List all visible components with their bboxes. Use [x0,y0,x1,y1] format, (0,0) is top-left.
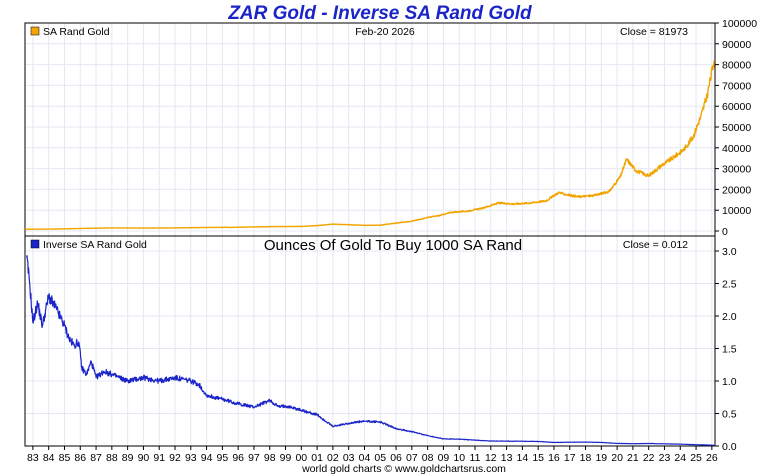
chart-title: ZAR Gold - Inverse SA Rand Gold [227,3,532,24]
bottom-series-line [26,255,715,446]
x-tick-label: 87 [90,452,102,464]
x-tick-label: 14 [517,452,529,464]
y-tick-label: 1.0 [722,376,737,388]
top-date-label: Feb-20 2026 [355,26,415,38]
x-tick-label: 94 [201,452,213,464]
x-tick-label: 84 [43,452,55,464]
x-tick-label: 25 [690,452,702,464]
y-tick-label: 3.0 [722,246,737,258]
y-tick-label: 30000 [722,164,751,176]
footer-credit: world gold charts © www.goldchartsrus.co… [301,463,506,475]
x-tick-label: 92 [169,452,181,464]
x-tick-label: 06 [390,452,402,464]
x-tick-label: 01 [311,452,323,464]
x-tick-label: 85 [59,452,71,464]
y-tick-label: 50000 [722,122,751,134]
x-tick-label: 22 [643,452,655,464]
x-tick-label: 99 [280,452,292,464]
y-tick-label: 60000 [722,101,751,113]
top-series-line [24,60,715,230]
top-panel: SA Rand Gold Feb-20 2026 Close = 81973 0… [24,18,757,238]
x-tick-label: 16 [548,452,560,464]
x-tick-label: 00 [295,452,307,464]
x-tick-label: 08 [422,452,434,464]
x-tick-label: 91 [153,452,165,464]
top-legend-label: SA Rand Gold [43,26,110,38]
top-y-axis: 0 10000 20000 30000 40000 50000 60000 70000 8000… [715,18,757,238]
x-tick-label: 26 [706,452,718,464]
y-tick-label: 70000 [722,80,751,92]
y-tick-label: 10000 [722,205,751,217]
y-tick-label: 2.0 [722,311,737,323]
x-tick-label: 86 [74,452,86,464]
x-tick-label: 20 [611,452,623,464]
x-tick-label: 05 [374,452,386,464]
x-tick-label: 04 [359,452,371,464]
x-tick-label: 93 [185,452,197,464]
top-legend-swatch [30,26,40,36]
top-panel-frame [24,22,716,237]
x-tick-label: 13 [501,452,513,464]
y-tick-label: 0.0 [722,441,737,453]
x-tick-label: 96 [232,452,244,464]
y-tick-label: 0.5 [722,409,737,421]
x-tick-label: 03 [343,452,355,464]
x-tick-label: 15 [532,452,544,464]
bottom-close-label: Close = 0.012 [623,239,688,251]
x-tick-label: 10 [453,452,465,464]
x-tick-label: 83 [27,452,39,464]
x-tick-label: 88 [106,452,118,464]
y-tick-label: 90000 [722,39,751,51]
bottom-panel: Inverse SA Rand Gold Ounces Of Gold To B… [24,235,737,453]
top-grid [25,22,715,236]
x-tick-label: 12 [485,452,497,464]
y-tick-label: 1.5 [722,344,737,356]
x-tick-label: 19 [595,452,607,464]
x-tick-label: 97 [248,452,260,464]
x-tick-label: 90 [138,452,150,464]
y-tick-label: 0 [722,226,728,238]
x-tick-label: 02 [327,452,339,464]
x-tick-label: 17 [564,452,576,464]
y-tick-label: 80000 [722,60,751,72]
x-tick-label: 07 [406,452,418,464]
y-tick-label: 2.5 [722,279,737,291]
x-tick-label: 24 [674,452,686,464]
x-tick-label: 21 [627,452,639,464]
x-tick-label: 89 [122,452,134,464]
bottom-grid [25,236,715,447]
bottom-panel-frame [24,235,716,447]
bottom-subtitle: Ounces Of Gold To Buy 1000 SA Rand [264,237,522,254]
x-axis: 83 84 85 86 87 88 89 90 91 92 93 94 95 96 97 98 99 00 01 02… [27,446,718,464]
bottom-legend-label: Inverse SA Rand Gold [43,239,147,251]
y-tick-label: 40000 [722,143,751,155]
y-tick-label: 20000 [722,184,751,196]
x-tick-label: 18 [580,452,592,464]
bottom-legend-swatch [30,239,40,249]
x-tick-label: 11 [470,452,481,464]
top-close-label: Close = 81973 [620,26,688,38]
bottom-y-axis: 0.0 0.5 1.0 1.5 2.0 2.5 3.0 [715,246,737,453]
y-tick-label: 100000 [722,18,757,30]
x-tick-label: 98 [264,452,276,464]
x-tick-label: 09 [438,452,450,464]
x-tick-label: 95 [217,452,229,464]
x-tick-label: 23 [659,452,671,464]
